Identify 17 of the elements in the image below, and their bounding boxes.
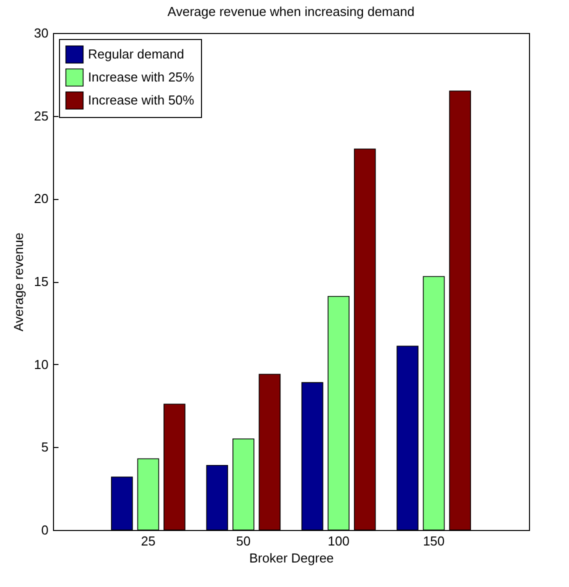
x-tick-label: 100 (328, 534, 350, 548)
y-tick-label: 30 (34, 26, 48, 40)
x-tick-label: 50 (236, 534, 251, 548)
legend-label: Increase with 50% (88, 92, 195, 108)
x-tick-label: 25 (140, 534, 156, 548)
y-tick-label: 25 (34, 108, 48, 124)
y-axis-title: Average revenue (11, 232, 26, 332)
x-tick-label: 150 (422, 534, 445, 548)
y-tick-label: 15 (34, 274, 48, 289)
legend-label: Increase with 25% (88, 70, 195, 84)
y-tick-label: 20 (34, 191, 48, 206)
y-tick-label: 5 (41, 440, 48, 455)
chart-title: Average revenue when increasing demand (168, 4, 414, 19)
legend-label: Regular demand (88, 46, 184, 62)
y-tick-label: 10 (34, 356, 48, 372)
y-tick-label: 0 (41, 522, 48, 538)
x-axis-title: Broker Degree (249, 550, 334, 566)
